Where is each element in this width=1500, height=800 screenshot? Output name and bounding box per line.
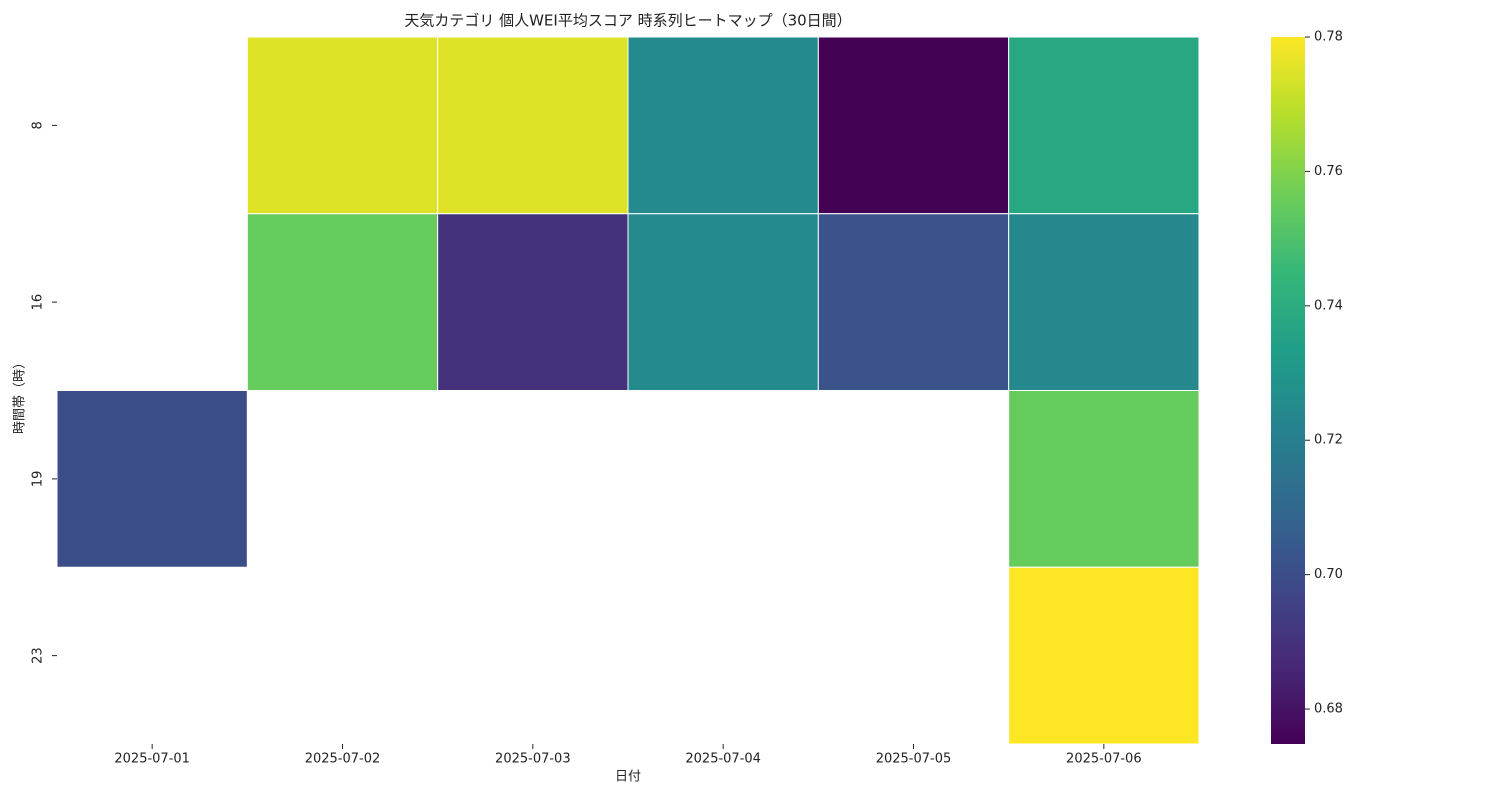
y-tick-label: 19 [31, 471, 46, 488]
heatmap-cell [246, 36, 439, 215]
heatmap-cell [1008, 566, 1200, 745]
y-tick-label: 8 [31, 121, 46, 129]
x-tick-label: 2025-07-05 [876, 752, 952, 767]
heatmap-cell [437, 213, 629, 391]
heatmap-cell [1008, 390, 1200, 568]
x-tick-label: 2025-07-03 [495, 752, 571, 767]
heatmap-cell [56, 390, 248, 568]
colorbar-tick-label: 0.74 [1314, 298, 1343, 313]
heatmap-cell [627, 213, 819, 391]
heatmap-cell [627, 36, 819, 215]
colorbar-tick-label: 0.70 [1314, 567, 1343, 582]
x-axis-label: 日付 [615, 770, 641, 785]
colorbar-tick-label: 0.78 [1314, 30, 1343, 45]
x-tick-label: 2025-07-02 [305, 752, 381, 767]
heatmap-cell [817, 36, 1010, 215]
heatmap-cell [1008, 36, 1200, 215]
chart-title: 天気カテゴリ 個人WEI平均スコア 時系列ヒートマップ（30日間） [404, 12, 851, 30]
colorbar-tick-label: 0.76 [1314, 164, 1343, 179]
heatmap-cell [246, 213, 439, 391]
y-tick-label: 23 [31, 647, 46, 664]
x-tick-label: 2025-07-06 [1066, 752, 1142, 767]
heatmap-cell [1008, 213, 1200, 391]
heatmap-cell [437, 36, 629, 215]
colorbar-tick-label: 0.68 [1314, 702, 1343, 717]
y-axis-label: 時間帯（時） [13, 356, 28, 434]
x-tick-label: 2025-07-04 [685, 752, 761, 767]
colorbar [1271, 37, 1305, 744]
y-tick-label: 16 [31, 294, 46, 311]
heatmap-cell [817, 213, 1010, 391]
colorbar-tick-label: 0.72 [1314, 433, 1343, 448]
x-tick-label: 2025-07-01 [114, 752, 190, 767]
